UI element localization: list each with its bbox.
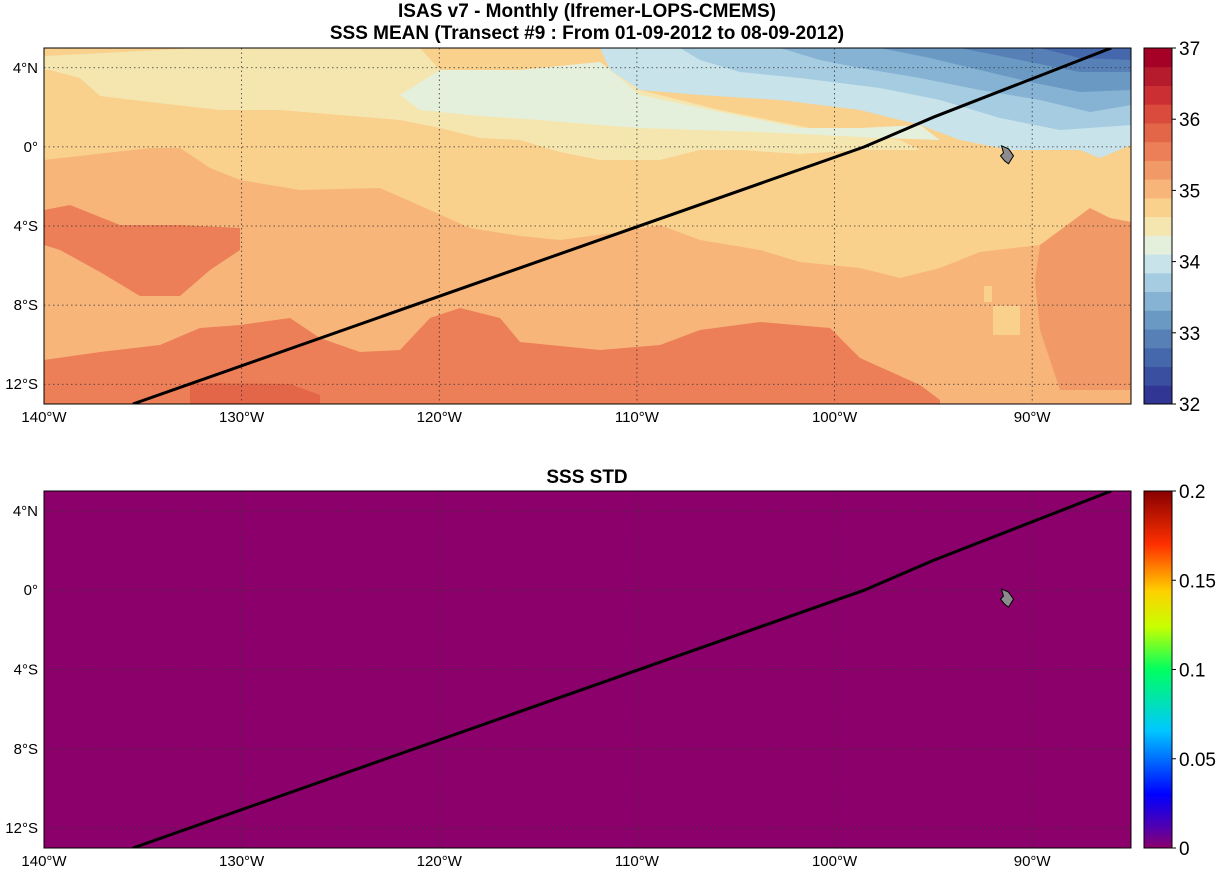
sss-std-colorbar-ticks: 0 0.05 0.1 0.15 0.2 xyxy=(1172,482,1216,860)
colorbar-tick-label: 33 xyxy=(1179,324,1200,345)
colorbar-tick-label: 0.2 xyxy=(1179,482,1205,503)
lat-tick-label: 12°S xyxy=(5,820,38,837)
salinity-region xyxy=(1040,48,1131,60)
colorbar-bin xyxy=(1144,85,1172,105)
lon-tick-label: 90°W xyxy=(1014,853,1052,870)
colorbar-bin xyxy=(1144,66,1172,86)
transect-line xyxy=(132,48,1112,404)
salinity-region xyxy=(44,205,240,296)
lat-tick-label: 8°S xyxy=(14,297,38,314)
std-title: SSS STD xyxy=(546,467,627,488)
lon-tick-label: 100°W xyxy=(812,853,858,870)
lon-tick-label: 90°W xyxy=(1014,409,1052,426)
lon-tick-label: 130°W xyxy=(219,853,265,870)
colorbar-bin xyxy=(1144,329,1172,349)
lon-tick-label: 120°W xyxy=(417,853,463,870)
galapagos-icon xyxy=(999,144,1015,165)
salinity-region xyxy=(400,62,940,140)
sss-std-axes: 140°W 130°W 120°W 110°W 100°W 90°W 4°N 0° 4°S 8°S… xyxy=(5,503,1051,870)
sss-std-colorbar xyxy=(1144,491,1172,848)
colorbar-tick-label: 0.1 xyxy=(1179,661,1205,682)
lat-tick-label: 4°N xyxy=(13,60,38,77)
graticule xyxy=(44,491,1131,848)
lat-tick-label: 4°N xyxy=(13,503,38,520)
salinity-region xyxy=(993,306,1020,335)
figure-title: ISAS v7 - Monthly (Ifremer-LOPS-CMEMS) xyxy=(398,1,776,22)
colorbar-bin xyxy=(1144,254,1172,274)
colorbar-tick-label: 35 xyxy=(1179,181,1200,202)
lat-tick-label: 0° xyxy=(24,582,38,599)
lon-tick-label: 140°W xyxy=(21,409,67,426)
colorbar-bin xyxy=(1144,235,1172,255)
lon-tick-label: 130°W xyxy=(219,409,265,426)
graticule xyxy=(44,48,1131,404)
sss-mean-map-frame xyxy=(43,47,1132,405)
lon-tick-label: 110°W xyxy=(615,853,660,870)
colorbar-bin xyxy=(1144,179,1172,199)
colorbar-tick-label: 0 xyxy=(1179,839,1190,860)
salinity-region xyxy=(1035,208,1131,390)
colorbar-bin xyxy=(1144,122,1172,143)
colorbar-bin xyxy=(1144,141,1172,161)
lon-tick-label: 110°W xyxy=(615,409,660,426)
colorbar-tick-label: 37 xyxy=(1179,39,1200,60)
colorbar-bin xyxy=(1144,347,1172,368)
salinity-region xyxy=(190,383,320,404)
colorbar-bin xyxy=(1144,160,1172,180)
colorbar-tick-label: 0.05 xyxy=(1179,750,1216,771)
colorbar-bin xyxy=(1144,104,1172,124)
colorbar-tick-label: 36 xyxy=(1179,110,1200,131)
sss-std-map xyxy=(44,491,1131,848)
lat-tick-label: 4°S xyxy=(14,218,38,235)
colorbar-tick-label: 0.15 xyxy=(1179,571,1216,592)
transect-line xyxy=(132,491,1112,848)
lon-tick-label: 140°W xyxy=(21,853,67,870)
colorbar-bin xyxy=(1144,197,1172,218)
colorbar-bin xyxy=(1144,310,1172,330)
lat-tick-label: 12°S xyxy=(5,376,38,393)
colorbar-tick-label: 32 xyxy=(1179,395,1200,416)
colorbar-bin xyxy=(1144,272,1172,293)
sss-mean-colorbar-frame xyxy=(1143,47,1173,405)
lat-tick-label: 4°S xyxy=(14,662,38,679)
colorbar-tick-label: 34 xyxy=(1179,253,1201,274)
lat-tick-label: 8°S xyxy=(14,741,38,758)
colorbar-bin xyxy=(1144,291,1172,311)
salinity-region xyxy=(44,308,940,404)
colorbar-bin xyxy=(1144,48,1172,68)
figure-subtitle: SSS MEAN (Transect #9 : From 01-09-2012 … xyxy=(330,23,844,44)
lat-tick-label: 0° xyxy=(24,139,38,156)
salinity-region xyxy=(984,286,992,302)
lon-tick-label: 120°W xyxy=(417,409,463,426)
colorbar-bin xyxy=(1144,385,1172,405)
sss-mean-colorbar: 32 33 34 35 36 37 xyxy=(1144,39,1201,416)
sss-std-map-frame xyxy=(43,490,1132,849)
colorbar-bin xyxy=(1144,366,1172,386)
sss-mean-axes: 140°W 130°W 120°W 110°W 100°W 90°W 4°N 0° 4°S 8°S… xyxy=(5,60,1051,426)
sss-mean-map xyxy=(44,48,1131,404)
lon-tick-label: 100°W xyxy=(812,409,858,426)
galapagos-icon xyxy=(999,588,1015,608)
colorbar-bin xyxy=(1144,216,1172,236)
